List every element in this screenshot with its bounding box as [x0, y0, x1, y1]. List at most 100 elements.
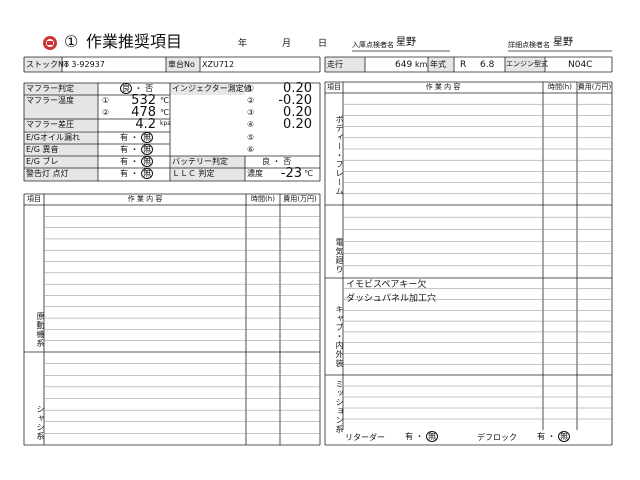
label-shade	[428, 57, 454, 72]
text: ①	[102, 96, 110, 105]
option: 否	[145, 84, 154, 93]
separator: ・	[270, 157, 284, 166]
separator: ・	[128, 133, 142, 142]
options: 有 ・ 無	[120, 144, 154, 155]
text: km	[415, 60, 428, 69]
text: インジェクター測定値	[172, 84, 252, 93]
text: マフラー温度	[26, 96, 74, 105]
option: 有	[537, 432, 545, 441]
option: 無	[426, 431, 439, 442]
label-shade	[505, 57, 545, 72]
section-name: シャシ系	[36, 405, 45, 441]
separator: ・	[128, 169, 142, 178]
text: 4.2	[135, 117, 156, 132]
option: 否	[283, 157, 292, 166]
text: E/Gオイル漏れ	[26, 133, 80, 142]
label-shade	[170, 83, 245, 95]
text: 年式	[430, 60, 446, 69]
text: 年	[238, 39, 248, 49]
separator: ・	[128, 145, 142, 154]
options: 有 ・ 無	[120, 168, 154, 179]
text: ②	[102, 108, 110, 117]
separator: ・	[132, 84, 146, 93]
text: ②	[247, 96, 255, 105]
label-shade	[24, 95, 98, 131]
label-shade	[24, 57, 62, 72]
options: 有 ・ 無	[405, 431, 439, 442]
option: 有	[120, 145, 128, 154]
text: 車台No	[168, 60, 195, 69]
separator: ・	[413, 432, 427, 441]
text: ③	[247, 108, 255, 117]
option: 無	[141, 144, 154, 155]
text: 月	[282, 39, 292, 49]
column-header: 費用(万円)	[283, 195, 317, 203]
column-header: 作 業 内 容	[425, 83, 461, 91]
option: 有	[405, 432, 413, 441]
text: 478	[131, 105, 156, 120]
text: 日	[318, 39, 328, 49]
text: ℃	[160, 96, 169, 105]
text: 649	[395, 60, 413, 70]
footer-label: リターダー	[345, 433, 385, 442]
label-shade	[170, 156, 245, 181]
column-header: 項目	[327, 83, 341, 91]
separator: ・	[545, 432, 559, 441]
text: ⑤	[247, 133, 255, 142]
separator: ・	[128, 157, 142, 166]
text: 入庫点検者名	[352, 41, 394, 49]
option: 無	[141, 132, 154, 143]
option: 無	[141, 168, 154, 179]
option: 良	[262, 157, 270, 166]
text: 0.20	[283, 105, 312, 120]
text: マフラー判定	[26, 84, 74, 93]
section-name: ボディー・フレーム	[335, 115, 344, 196]
text: R	[460, 60, 467, 70]
option: 有	[120, 133, 128, 142]
options: 有 ・ 無	[120, 156, 154, 167]
title: 作業推奨項目	[86, 32, 183, 51]
text: 0.20	[283, 81, 312, 96]
option: 有	[120, 157, 128, 166]
entry: イモビスペアキー欠	[346, 280, 427, 290]
text: 6.8	[480, 60, 495, 70]
label-shade	[24, 132, 98, 181]
section-name: キャブ・内外装	[335, 305, 344, 368]
section-name: 電気廻り	[335, 238, 344, 274]
column-header: 費用(万円)	[577, 83, 612, 91]
label-shade	[24, 83, 98, 95]
title-number: ①	[64, 32, 79, 51]
text: T 3-92937	[64, 60, 105, 69]
text: ④	[247, 120, 255, 129]
text: 星野	[553, 37, 573, 48]
section-name: ミッション系	[335, 379, 344, 434]
text: ℃	[160, 108, 169, 117]
options: 良 ・ 否	[120, 83, 154, 94]
option: 有	[120, 169, 128, 178]
text: マフラー差圧	[26, 120, 74, 129]
column-header: 時間(h)	[548, 83, 572, 91]
entry: ダッシュパネル加工穴	[346, 294, 437, 304]
footer-label: デフロック	[477, 433, 517, 442]
label-shade	[166, 57, 200, 72]
text: N04C	[568, 60, 593, 70]
column-header: 時間(h)	[251, 195, 275, 203]
text: ストックNo	[26, 60, 69, 69]
text: エンジン型式	[506, 60, 548, 68]
text: E/G ブレ	[26, 157, 59, 166]
text: 0.20	[283, 117, 312, 132]
logo	[43, 36, 57, 50]
option: 無	[141, 156, 154, 167]
text: 走行	[327, 60, 343, 69]
text: 警告灯 点灯	[26, 169, 69, 178]
text: 濃度	[247, 169, 263, 178]
text: E/G 異音	[26, 145, 59, 154]
options: 有 ・ 無	[120, 132, 154, 143]
text: 532	[131, 93, 156, 108]
text: ＬＬＣ 判定	[172, 169, 215, 178]
text: -0.20	[278, 93, 312, 108]
text: バッテリー判定	[172, 157, 228, 166]
text: 詳細点検者名	[508, 41, 550, 49]
